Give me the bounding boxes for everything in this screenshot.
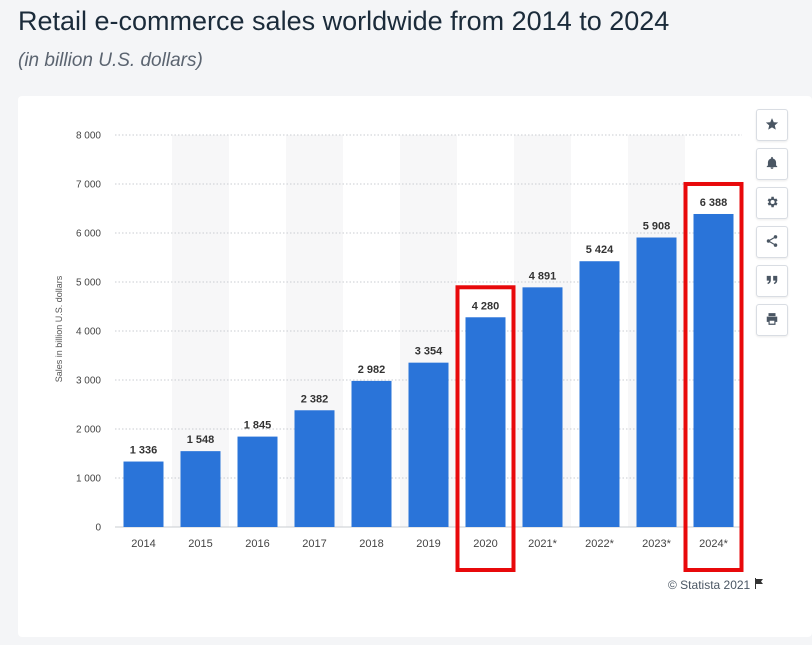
- x-tick-label: 2015: [188, 538, 212, 550]
- data-label: 2 382: [301, 393, 329, 405]
- x-tick-label: 2021*: [528, 538, 557, 550]
- data-label: 1 336: [130, 445, 158, 457]
- bar: [522, 287, 563, 527]
- x-tick-label: 2020: [473, 538, 497, 550]
- bar: [579, 261, 620, 527]
- data-label: 5 908: [643, 221, 671, 233]
- y-axis-label: Sales in billion U.S. dollars: [54, 275, 64, 382]
- y-tick-label: 1 000: [76, 474, 101, 485]
- y-tick-label: 3 000: [76, 376, 101, 387]
- y-tick-label: 0: [95, 523, 101, 534]
- share-button[interactable]: [756, 226, 788, 258]
- share-icon: [765, 234, 779, 251]
- print-button[interactable]: [756, 304, 788, 336]
- copyright-notice: © Statista 2021: [668, 578, 764, 592]
- bar: [351, 380, 392, 527]
- bar: [693, 213, 734, 527]
- y-tick-label: 8 000: [76, 131, 101, 142]
- x-tick-label: 2014: [131, 538, 155, 550]
- data-label: 2 982: [358, 364, 386, 376]
- highlight-box: [683, 181, 744, 572]
- x-tick-label: 2018: [359, 538, 383, 550]
- bell-icon: [765, 156, 779, 173]
- page-title: Retail e-commerce sales worldwide from 2…: [18, 6, 670, 36]
- x-tick-label: 2022*: [585, 538, 614, 550]
- bar: [294, 410, 335, 527]
- y-tick-label: 5 000: [76, 278, 101, 289]
- bar: [465, 317, 506, 527]
- y-tick-label: 2 000: [76, 425, 101, 436]
- x-tick-label: 2016: [245, 538, 269, 550]
- print-icon: [765, 312, 779, 329]
- bar: [408, 362, 449, 527]
- data-label: 4 891: [529, 270, 557, 282]
- y-tick-label: 4 000: [76, 327, 101, 338]
- highlight-box: [455, 285, 516, 572]
- data-label: 5 424: [586, 244, 614, 256]
- gear-icon: [765, 195, 779, 212]
- data-label: 1 845: [244, 420, 272, 432]
- quote-icon: [765, 273, 779, 290]
- bar: [636, 237, 677, 527]
- bar: [123, 461, 164, 527]
- favorite-button[interactable]: [756, 109, 788, 141]
- notification-button[interactable]: [756, 148, 788, 180]
- x-tick-label: 2023*: [642, 538, 671, 550]
- bar: [180, 451, 221, 527]
- data-label: 3 354: [415, 346, 443, 358]
- flag-icon[interactable]: [754, 578, 764, 592]
- bar: [237, 436, 278, 527]
- y-tick-label: 6 000: [76, 229, 101, 240]
- copyright-text: © Statista 2021: [668, 578, 751, 592]
- chart-toolbar: [756, 109, 788, 343]
- page-subtitle: (in billion U.S. dollars): [18, 50, 203, 71]
- star-icon: [765, 117, 779, 134]
- x-tick-label: 2024*: [699, 538, 728, 550]
- y-tick-label: 7 000: [76, 180, 101, 191]
- data-label: 4 280: [472, 300, 500, 312]
- x-tick-label: 2019: [416, 538, 440, 550]
- data-label: 6 388: [700, 197, 728, 209]
- settings-button[interactable]: [756, 187, 788, 219]
- cite-button[interactable]: [756, 265, 788, 297]
- data-label: 1 548: [187, 434, 215, 446]
- x-tick-label: 2017: [302, 538, 326, 550]
